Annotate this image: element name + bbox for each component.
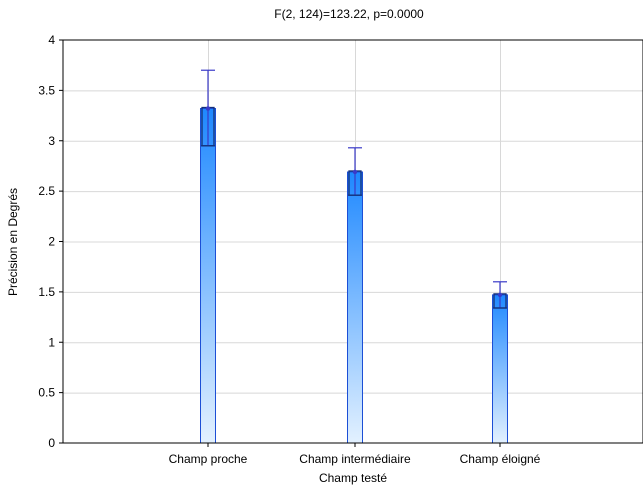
y-tick-label: 4 bbox=[48, 33, 55, 47]
bar bbox=[347, 171, 363, 444]
x-tick-label: Champ proche bbox=[169, 452, 248, 466]
x-tick-label: Champ éloigné bbox=[460, 452, 541, 466]
y-axis-ticks: 0 0.5 1 1.5 2 2.5 3 3.5 4 bbox=[38, 33, 63, 450]
y-tick-label: 2 bbox=[48, 235, 55, 249]
y-tick-label: 3 bbox=[48, 134, 55, 148]
mean-point bbox=[352, 169, 358, 175]
x-axis-ticks: Champ proche Champ intermédiaire Champ élo… bbox=[169, 443, 541, 466]
mean-point bbox=[205, 106, 211, 111]
bars bbox=[200, 69, 508, 444]
chart-title: F(2, 124)=123.22, p=0.0000 bbox=[274, 7, 424, 21]
y-tick-label: 0 bbox=[48, 436, 55, 450]
y-tick-label: 0.5 bbox=[38, 386, 55, 400]
y-tick-label: 2.5 bbox=[38, 184, 55, 198]
x-tick-label: Champ intermédiaire bbox=[299, 452, 411, 466]
y-tick-label: 1.5 bbox=[38, 285, 55, 299]
bar bbox=[492, 294, 508, 444]
y-tick-label: 3.5 bbox=[38, 83, 55, 97]
y-tick-label: 1 bbox=[48, 335, 55, 349]
mean-point bbox=[497, 292, 503, 298]
y-axis-label: Précision en Degrés bbox=[6, 188, 20, 296]
bar bbox=[200, 108, 216, 444]
x-axis-label: Champ testé bbox=[319, 471, 387, 485]
